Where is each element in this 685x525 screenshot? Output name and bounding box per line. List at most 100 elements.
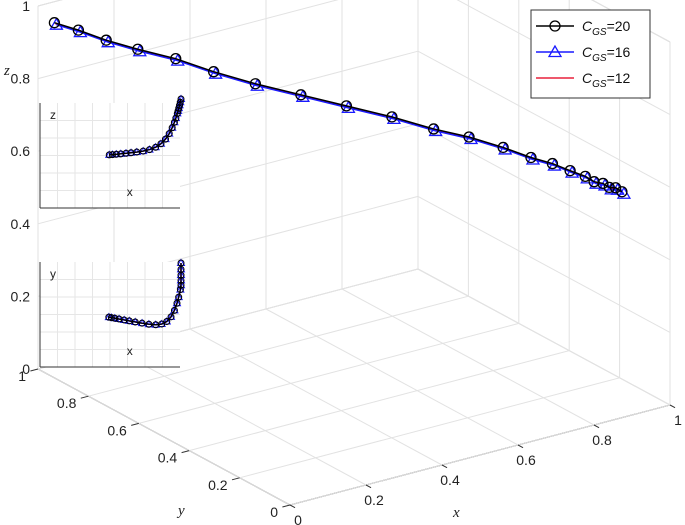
gridline: [417, 268, 671, 406]
x-tick-mark: [289, 504, 296, 509]
inset-point: [176, 101, 184, 109]
data-point-circle: [597, 177, 609, 190]
y-tick-mark: [231, 477, 240, 481]
y-axis-label: y: [176, 503, 185, 519]
inset-point: [175, 293, 183, 301]
inset-point: [117, 150, 125, 158]
z-tick-label: 0.8: [11, 71, 31, 87]
data-point-circle: [72, 24, 85, 36]
inset-point: [145, 146, 153, 154]
data-point-circle: [427, 123, 440, 135]
gridline: [37, 368, 291, 506]
gridline: [138, 322, 519, 424]
gridline: [37, 0, 339, 80]
series-c-gs-20: [48, 17, 628, 198]
data-point-circle: [579, 170, 591, 183]
legend-label: CGS=16: [582, 44, 631, 64]
y-tick-label: 0.8: [57, 395, 77, 411]
y-tick-label: 0.6: [107, 422, 127, 438]
x-tick-label: 0.2: [364, 492, 384, 508]
inset-point: [161, 135, 169, 143]
inset-point: [172, 114, 180, 122]
y-tick-mark: [131, 422, 139, 426]
z-tick-label: 0: [22, 361, 30, 377]
inset-point: [120, 316, 128, 324]
legend-marker: [547, 44, 563, 58]
legend-item: CGS=12: [536, 70, 631, 90]
z-axis-label: z: [3, 63, 10, 79]
inset-point: [107, 314, 115, 322]
x-tick-mark: [365, 484, 372, 489]
x-tick-mark: [441, 464, 448, 469]
inset-point: [108, 151, 116, 159]
data-point-circle: [100, 34, 112, 46]
inset-point: [122, 149, 130, 157]
legend: CGS=20 CGS=16 CGS=12: [530, 9, 651, 99]
inset-y-label: z: [50, 108, 56, 122]
box-edge: [37, 0, 63, 7]
gridline: [417, 123, 671, 261]
inset-point: [177, 259, 185, 267]
data-point-circle: [525, 151, 537, 164]
data-point-circle: [603, 181, 615, 194]
tick-labels: 00.20.40.60.8100.20.40.60.8100.20.40.60.…: [11, 0, 683, 525]
data-point-circle: [207, 66, 220, 78]
gridline: [265, 308, 519, 446]
inset-point: [176, 286, 184, 294]
x-axis-label: x: [452, 505, 460, 521]
z-tick-label: 0.4: [11, 216, 31, 232]
data-point-circle: [132, 43, 144, 55]
gridline: [189, 328, 443, 466]
y-tick-mark: [30, 368, 39, 372]
x-tick-label: 0.6: [516, 452, 536, 468]
inset-point: [170, 306, 178, 314]
data-point-circle: [295, 89, 307, 101]
series-layer: [48, 17, 632, 199]
y-tick-label: 0: [270, 504, 278, 520]
inset-point: [115, 315, 123, 323]
x-tick-label: 0: [294, 512, 302, 525]
gridline: [341, 288, 595, 426]
x-tick-mark: [593, 424, 600, 429]
inset-point: [173, 299, 181, 307]
inset-point: [157, 140, 165, 148]
inset-series: [105, 259, 185, 329]
inset-point: [145, 320, 153, 328]
y-tick-mark: [282, 504, 291, 508]
inset-point: [177, 95, 185, 103]
data-point-circle: [48, 17, 61, 29]
inset-point: [111, 314, 119, 322]
z-tick-label: 0.2: [11, 288, 31, 304]
gridline: [417, 195, 671, 333]
inset-point: [176, 98, 184, 106]
y-tick-mark: [80, 395, 89, 399]
data-point-circle: [249, 78, 262, 90]
data-point-circle: [340, 100, 353, 112]
y-tick-label: 1: [18, 368, 26, 384]
legend-item: CGS=20: [536, 18, 631, 38]
gridline: [289, 404, 671, 506]
y-tick-mark: [181, 450, 190, 454]
data-point-circle: [588, 176, 600, 188]
inset-point: [152, 143, 160, 151]
data-point-circle: [564, 164, 576, 177]
inset-point: [112, 150, 120, 158]
data-point-circle: [497, 141, 509, 154]
x-tick-mark: [517, 444, 524, 449]
inset-x-label: x: [127, 185, 133, 199]
z-tick-label: 1: [22, 0, 30, 14]
y-tick-label: 0.4: [158, 450, 178, 466]
inset-xy-projection: yx: [39, 258, 186, 368]
inset-xz-projection: zx: [39, 94, 186, 209]
inset-point: [138, 319, 146, 327]
x-tick-label: 1: [674, 412, 682, 428]
legend-label: CGS=20: [582, 18, 631, 38]
data-point-circle: [609, 182, 622, 194]
x-tick-mark: [669, 404, 676, 409]
x-tick-label: 0.4: [440, 472, 460, 488]
gridline: [113, 348, 367, 486]
inset-point: [105, 151, 113, 159]
inset-point: [170, 118, 178, 126]
gridline: [417, 50, 671, 188]
